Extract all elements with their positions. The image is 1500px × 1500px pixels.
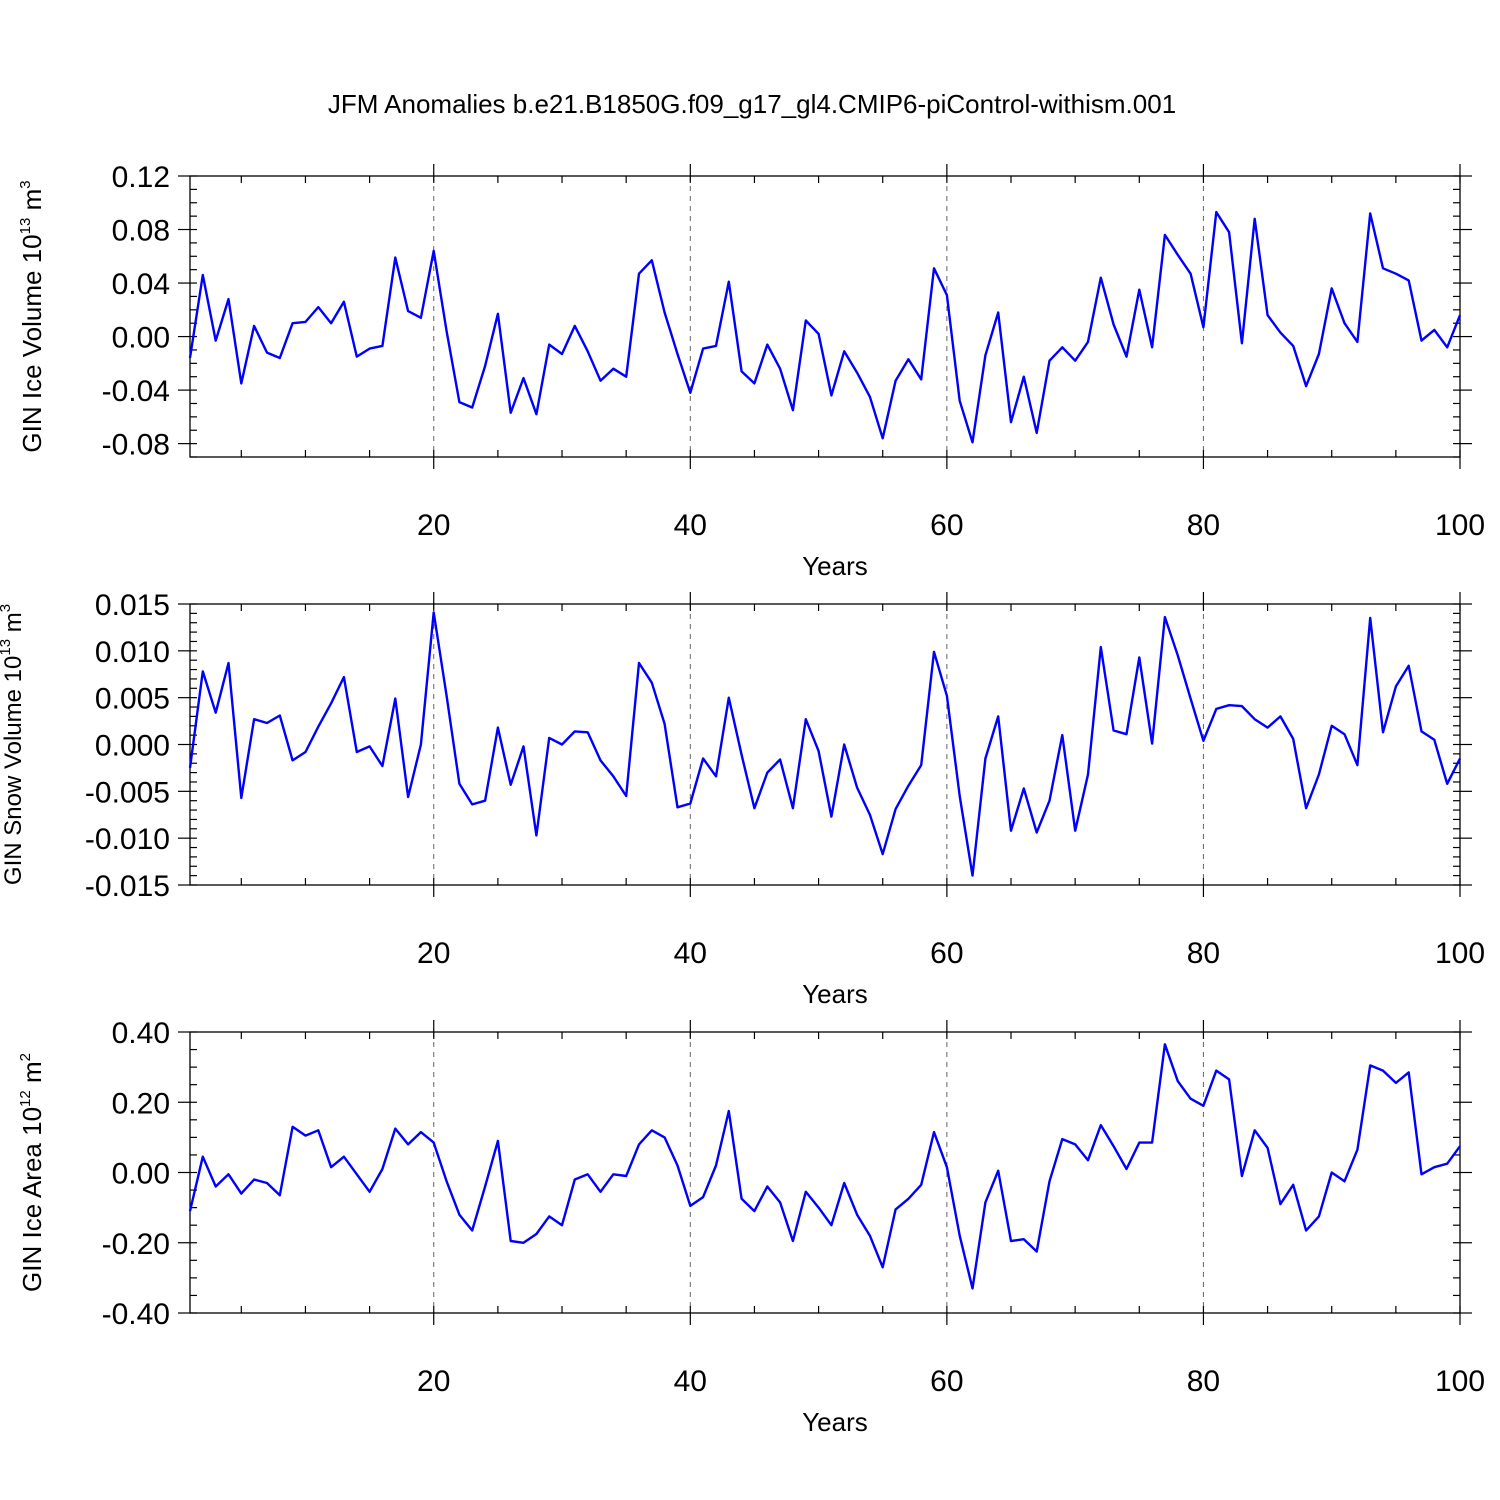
y-axis-label-main: GIN Ice Area 10 (17, 1107, 47, 1292)
y-axis-label-unit: m (17, 1061, 47, 1090)
y-axis-label-exp: 12 (17, 1090, 34, 1107)
y-tick-label: 0.00 (112, 1158, 170, 1191)
y-axis-label-exp: 13 (17, 218, 34, 235)
y-tick-label: 0.00 (112, 322, 170, 355)
y-tick-label: -0.40 (102, 1298, 170, 1331)
y-tick-label: 0.000 (95, 730, 170, 763)
y-tick-label: -0.04 (102, 375, 170, 408)
y-tick-label: 0.40 (112, 1017, 170, 1050)
x-axis-label: Years (802, 1407, 868, 1437)
x-tick-label: 80 (1187, 509, 1220, 542)
x-tick-label: 20 (417, 509, 450, 542)
x-tick-label: 100 (1435, 937, 1485, 970)
y-axis-label-unit-exp: 3 (17, 180, 34, 188)
x-tick-label: 60 (930, 1365, 963, 1398)
y-tick-label: 0.08 (112, 215, 170, 248)
y-tick-label: 0.015 (95, 589, 170, 622)
y-axis-label-main: GIN Ice Volume 10 (17, 234, 47, 452)
x-tick-label: 80 (1187, 1365, 1220, 1398)
x-tick-label: 40 (674, 1365, 707, 1398)
series-line-snow-volume (188, 611, 1462, 877)
y-axis-label: GIN Snow Volume 1013 m3 (0, 604, 27, 885)
y-tick-label: 0.005 (95, 683, 170, 716)
panel-ice-volume: -0.08 -0.04 0.00 0.04 0.08 0.12 20 40 60 80 100 Yea… (17, 161, 1485, 581)
y-axis-label-unit-exp: 3 (0, 604, 14, 612)
x-tick-label: 100 (1435, 1365, 1485, 1398)
panel-ice-area: -0.40 -0.20 0.00 0.20 0.40 20 40 60 80 100 Years GI… (17, 1017, 1485, 1437)
y-tick-label: -0.010 (85, 823, 170, 856)
panel-snow-volume: -0.015 -0.010 -0.005 0.000 0.005 0.010 0.015 20… (0, 589, 1485, 1009)
y-tick-label: 0.20 (112, 1087, 170, 1120)
series-line-ice-area (188, 1043, 1461, 1290)
y-axis-label-unit: m (17, 189, 47, 218)
x-tick-label: 80 (1187, 937, 1220, 970)
y-tick-label: -0.015 (85, 870, 170, 903)
y-tick-label: -0.08 (102, 429, 170, 462)
panels: -0.08 -0.04 0.00 0.04 0.08 0.12 20 40 60 80 100 Yea… (0, 161, 1485, 1437)
y-axis-label-exp: 13 (0, 639, 14, 656)
y-tick-label: -0.20 (102, 1228, 170, 1261)
main-title: JFM Anomalies b.e21.B1850G.f09_g17_gl4.C… (328, 89, 1176, 119)
y-axis-label-unit-exp: 2 (17, 1053, 34, 1061)
y-axis-label: GIN Ice Area 1012 m2 (17, 1053, 47, 1292)
y-tick-label: 0.04 (112, 268, 170, 301)
y-tick-label: -0.005 (85, 776, 170, 809)
x-tick-label: 40 (674, 937, 707, 970)
x-tick-label: 20 (417, 937, 450, 970)
x-axis-label: Years (802, 979, 868, 1009)
x-tick-label: 40 (674, 509, 707, 542)
y-tick-label: 0.12 (112, 161, 170, 194)
y-axis-label: GIN Ice Volume 1013 m3 (17, 180, 47, 452)
y-tick-label: 0.010 (95, 636, 170, 669)
x-axis-label: Years (802, 551, 868, 581)
series-line-ice-volume (188, 210, 1462, 444)
y-axis-label-main: GIN Snow Volume 10 (0, 656, 27, 885)
plot-frame (189, 603, 1461, 886)
x-tick-label: 20 (417, 1365, 450, 1398)
x-tick-label: 60 (930, 937, 963, 970)
x-tick-label: 100 (1435, 509, 1485, 542)
x-tick-label: 60 (930, 509, 963, 542)
y-axis-label-unit: m (0, 612, 27, 639)
